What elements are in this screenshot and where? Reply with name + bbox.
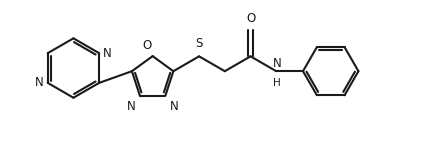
Text: O: O — [246, 12, 255, 25]
Text: N: N — [103, 47, 112, 60]
Text: N: N — [127, 100, 136, 113]
Text: H: H — [273, 78, 281, 88]
Text: O: O — [142, 39, 151, 52]
Text: N: N — [35, 76, 44, 89]
Text: N: N — [273, 57, 282, 70]
Text: S: S — [195, 37, 203, 50]
Text: N: N — [169, 100, 178, 113]
